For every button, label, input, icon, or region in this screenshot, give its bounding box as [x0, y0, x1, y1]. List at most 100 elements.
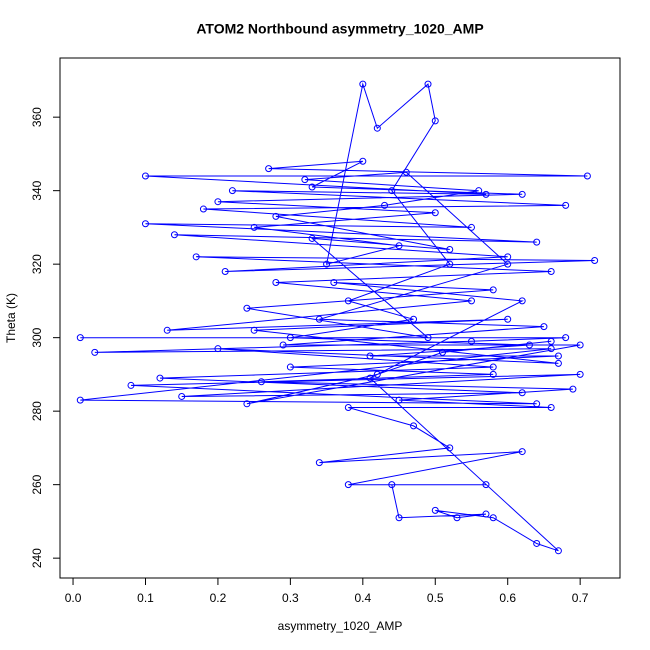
data-point	[482, 510, 490, 518]
data-point	[525, 341, 533, 349]
data-point	[373, 370, 381, 378]
data-point	[569, 385, 577, 393]
data-point	[540, 323, 548, 331]
data-point	[344, 403, 352, 411]
y-tick-label: 360	[30, 107, 44, 127]
x-tick-label: 0.0	[65, 591, 82, 605]
data-point	[467, 297, 475, 305]
data-point	[533, 238, 541, 246]
data-point	[576, 341, 584, 349]
x-tick-label: 0.1	[137, 591, 154, 605]
data-point	[359, 80, 367, 88]
x-tick-label: 0.4	[354, 591, 371, 605]
data-point	[388, 187, 396, 195]
data-point	[141, 220, 149, 228]
data-point	[315, 315, 323, 323]
data-point	[467, 223, 475, 231]
data-point	[410, 422, 418, 430]
data-point	[366, 374, 374, 382]
x-axis-label: asymmetry_1020_AMP	[278, 619, 403, 633]
data-line	[80, 82, 595, 552]
data-point	[439, 348, 447, 356]
data-point	[518, 190, 526, 198]
data-point	[76, 396, 84, 404]
data-point	[446, 245, 454, 253]
data-point	[265, 165, 273, 173]
data-point	[504, 315, 512, 323]
data-point	[214, 345, 222, 353]
data-point	[431, 117, 439, 125]
data-point	[301, 176, 309, 184]
data-point	[76, 334, 84, 342]
x-tick-label: 0.5	[427, 591, 444, 605]
data-point	[279, 341, 287, 349]
data-point	[562, 201, 570, 209]
data-point	[489, 370, 497, 378]
data-point	[583, 172, 591, 180]
data-point	[315, 459, 323, 467]
data-point	[388, 481, 396, 489]
data-point	[127, 381, 135, 389]
data-point	[272, 212, 280, 220]
data-point	[518, 448, 526, 456]
x-tick-label: 0.6	[499, 591, 516, 605]
data-point	[482, 190, 490, 198]
data-point	[243, 400, 251, 408]
data-point	[518, 389, 526, 397]
data-point	[308, 234, 316, 242]
data-point	[192, 253, 200, 261]
data-point	[272, 279, 280, 287]
data-point	[156, 374, 164, 382]
data-point	[446, 260, 454, 268]
data-point	[243, 304, 251, 312]
chart-title: ATOM2 Northbound asymmetry_1020_AMP	[196, 21, 483, 37]
data-point	[228, 187, 236, 195]
data-point	[395, 514, 403, 522]
x-tick-label: 0.7	[572, 591, 589, 605]
data-point	[199, 205, 207, 213]
y-tick-label: 300	[30, 327, 44, 347]
data-point	[576, 370, 584, 378]
data-point	[504, 253, 512, 261]
data-point	[547, 345, 555, 353]
data-point	[257, 378, 265, 386]
x-tick-label: 0.2	[210, 591, 227, 605]
y-tick-label: 320	[30, 254, 44, 274]
data-point	[547, 268, 555, 276]
data-point	[410, 315, 418, 323]
data-point	[562, 334, 570, 342]
y-tick-label: 340	[30, 180, 44, 200]
data-point	[91, 348, 99, 356]
data-point	[424, 80, 432, 88]
data-point	[141, 172, 149, 180]
data-point	[554, 352, 562, 360]
data-point	[453, 514, 461, 522]
data-point	[323, 260, 331, 268]
data-point	[221, 268, 229, 276]
data-point	[381, 201, 389, 209]
data-point	[475, 187, 483, 195]
data-point	[170, 231, 178, 239]
y-tick-label: 240	[30, 548, 44, 568]
data-point	[489, 363, 497, 371]
data-point	[395, 242, 403, 250]
data-point	[431, 209, 439, 217]
data-point	[554, 359, 562, 367]
plot-frame	[59, 57, 621, 579]
data-point	[250, 326, 258, 334]
data-point	[402, 168, 410, 176]
data-point	[431, 506, 439, 514]
data-point	[366, 352, 374, 360]
data-point	[373, 124, 381, 132]
data-point	[467, 337, 475, 345]
data-point	[504, 260, 512, 268]
y-tick-label: 260	[30, 474, 44, 494]
data-point	[344, 481, 352, 489]
data-point	[446, 444, 454, 452]
data-point	[489, 514, 497, 522]
data-point	[547, 337, 555, 345]
x-tick-label: 0.3	[282, 591, 299, 605]
data-point	[178, 392, 186, 400]
